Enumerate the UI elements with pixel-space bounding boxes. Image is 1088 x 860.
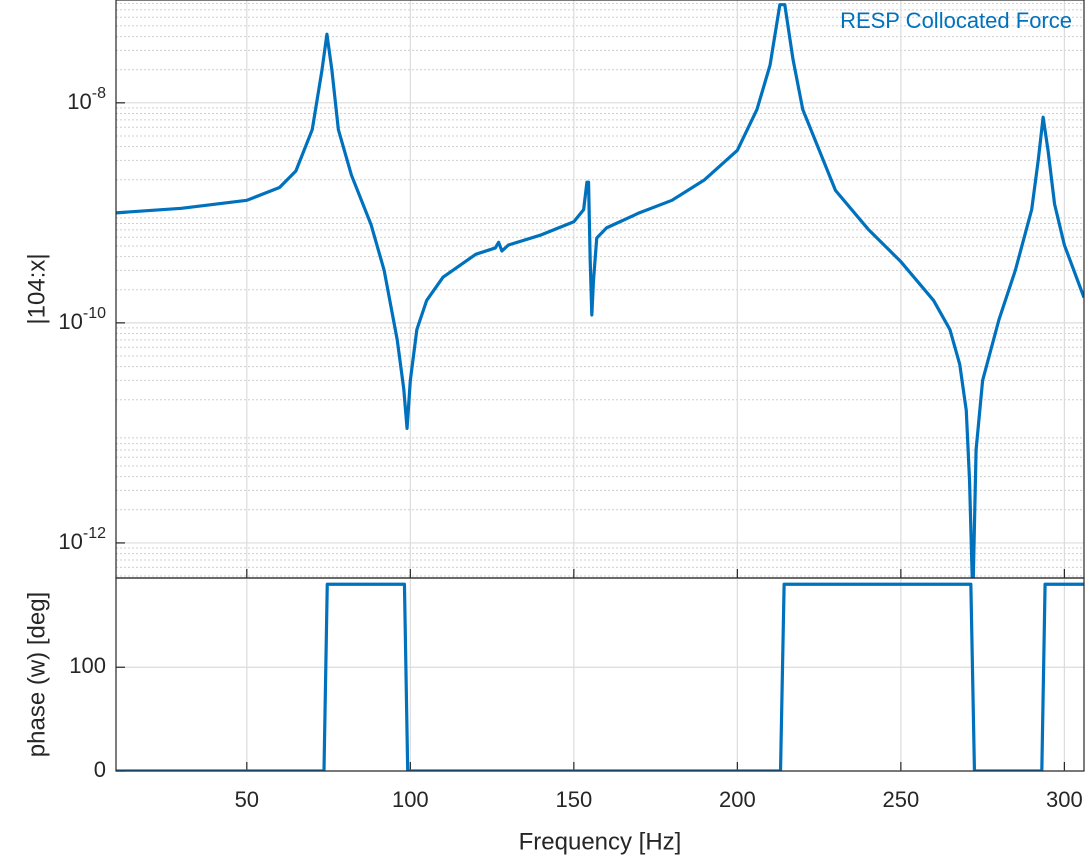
x-tick-label: 100 [392,787,429,812]
axes-box [115,577,1085,772]
x-tick-label: 50 [235,787,259,812]
y-tick-label: 10-8 [67,85,106,114]
legend-entry: RESP Collocated Force [840,8,1072,33]
y-tick-label: 100 [69,653,106,678]
data-line [116,582,1084,771]
x-tick-label: 200 [719,787,756,812]
y-axis-label: phase (w) [deg] [23,592,50,757]
y-tick-label: 10-12 [58,525,106,554]
y-tick-label: 0 [94,757,106,782]
x-tick-label: 300 [1046,787,1083,812]
x-axis-label: Frequency [Hz] [519,828,682,855]
y-axis-label: |104:x| [23,253,50,324]
x-tick-label: 250 [883,787,920,812]
x-tick-label: 150 [555,787,592,812]
axes-box [115,0,1085,579]
data-line [116,3,1084,578]
y-tick-label: 10-10 [58,305,106,334]
